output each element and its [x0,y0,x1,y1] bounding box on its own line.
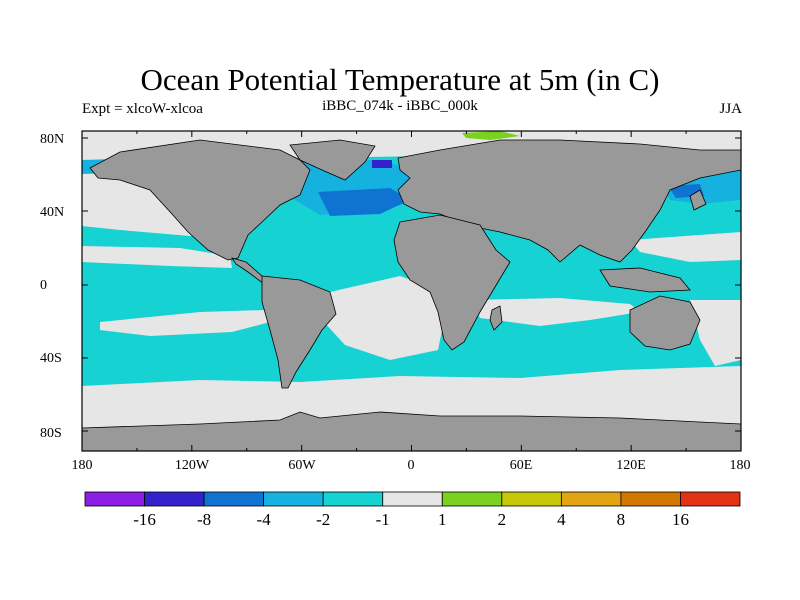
colorbar-box [203,491,265,507]
colorbar-label: -4 [256,510,271,529]
anomaly-band-west-pacific [630,232,741,262]
anomaly-band-indian [470,298,640,326]
colorbar-box [263,491,324,507]
land-australia [629,295,701,351]
lat-label-80n: 80N [40,132,65,147]
colorbar-box [501,491,562,507]
anomaly-spot-labrador [372,160,392,168]
anomaly-spot-barents [462,131,520,140]
land-africa [393,214,511,351]
land-masses [82,139,741,451]
axis-ticks [81,131,742,451]
season-label: JJA [719,101,742,117]
anomaly-band-south-atlantic [322,276,445,360]
colorbar [84,491,741,507]
colorbar-box [382,491,443,507]
colorbar-label: 1 [438,510,447,529]
lat-label-40s: 40S [40,351,62,366]
colorbar-label: 2 [497,510,507,529]
land-south-america [261,275,337,389]
land-madagascar [489,305,503,331]
experiment-label: Expt = xlcoW-xlcoa [82,101,203,117]
anomaly-band-south-pacific [100,310,270,336]
land-maritime-continent [599,267,691,293]
anomaly-band-gulf-stream [318,188,410,216]
lon-label-180w: 180 [71,458,93,473]
lon-label-180e: 180 [729,458,751,473]
colorbar-box [84,491,145,507]
lat-label-40n: 40N [40,205,65,220]
land-antarctica [82,411,741,451]
anomaly-band-southern-ocean [82,366,741,430]
colorbar-label: -2 [316,510,331,529]
anomaly-band-tasman [690,300,741,366]
colorbar-box [144,491,205,507]
lon-label-0: 0 [407,458,415,473]
colorbar-box [441,491,503,507]
map-area [82,131,741,451]
colorbar-box [560,491,622,507]
lon-label-120w: 120W [174,458,210,473]
lat-label-80s: 80S [40,426,62,441]
lat-label-0: 0 [40,278,47,293]
lon-label-120e: 120E [616,458,646,473]
colorbar-label: 4 [557,510,566,529]
anomaly-band-east-pacific [82,246,232,268]
colorbar-box [620,491,681,507]
colorbar-label: -16 [133,510,156,529]
colorbar-label: -8 [196,510,212,529]
colorbar-label: 8 [616,510,626,529]
colorbar-label: -1 [375,510,390,529]
land-japan [689,189,707,211]
lon-label-60e: 60E [509,458,533,473]
colorbar-box [680,491,741,507]
land-greenland [289,139,376,181]
land-eurasia [397,139,741,263]
map-title: Ocean Potential Temperature at 5m (in C) [140,62,660,97]
map-subtitle: iBBC_074k - iBBC_000k [322,98,478,114]
colorbar-label: 16 [671,510,689,529]
colorbar-box [322,491,384,507]
lon-label-60w: 60W [288,458,316,473]
